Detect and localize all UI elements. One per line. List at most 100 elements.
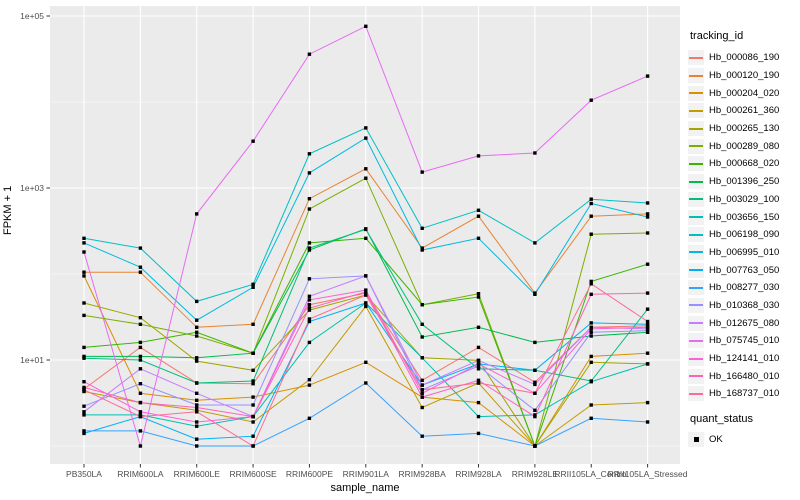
data-point xyxy=(195,405,199,410)
data-point xyxy=(476,362,481,366)
data-point xyxy=(82,270,86,274)
data-point xyxy=(82,250,86,254)
legend-key-line-icon xyxy=(689,216,703,219)
legend-key-swatch xyxy=(688,386,704,402)
data-point xyxy=(364,381,368,385)
data-point xyxy=(195,334,199,338)
data-point xyxy=(476,154,481,158)
legend-item: Hb_000668_020 xyxy=(688,155,800,173)
legend-item: Hb_000086_190 xyxy=(688,49,800,67)
data-point xyxy=(533,340,537,345)
legend-key-line-icon xyxy=(689,269,703,272)
legend-item: Hb_166480_010 xyxy=(688,367,800,385)
legend-key-swatch xyxy=(688,191,704,207)
data-point xyxy=(533,292,537,296)
legend-item: Hb_003029_100 xyxy=(688,191,800,209)
legend2-items: OK xyxy=(688,431,800,449)
data-point xyxy=(82,413,86,417)
data-point xyxy=(82,410,86,414)
y-tick-label: 1e+05 xyxy=(20,11,44,21)
data-point xyxy=(195,356,199,360)
data-point xyxy=(476,345,481,350)
data-point xyxy=(307,241,312,245)
data-point xyxy=(82,380,86,384)
data-point xyxy=(138,358,143,362)
data-point xyxy=(82,429,86,433)
data-point xyxy=(307,152,312,156)
data-point xyxy=(307,248,312,252)
legend-item-label: Hb_000289_080 xyxy=(709,140,780,152)
legend-item: Hb_012675_080 xyxy=(688,314,800,332)
legend-key-swatch xyxy=(688,368,704,384)
data-point xyxy=(138,410,143,414)
panel-background xyxy=(50,6,680,464)
data-point xyxy=(533,391,537,395)
data-point xyxy=(82,241,86,245)
legend-item: Hb_007763_050 xyxy=(688,261,800,279)
legend-item: Hb_000289_080 xyxy=(688,137,800,155)
data-point xyxy=(589,232,593,236)
data-point xyxy=(533,368,537,372)
data-point xyxy=(645,231,650,235)
data-point xyxy=(645,400,650,405)
legend-item: Hb_003656_150 xyxy=(688,208,800,226)
data-point xyxy=(533,382,537,387)
data-point xyxy=(589,214,593,218)
legend-key-line-icon xyxy=(689,392,703,395)
data-point xyxy=(364,126,368,130)
data-point xyxy=(307,383,312,387)
data-point xyxy=(307,378,312,382)
y-axis-title: FPKM + 1 xyxy=(2,185,14,235)
legend-key-line-icon xyxy=(689,322,703,325)
data-point xyxy=(364,24,368,28)
data-point xyxy=(420,170,424,174)
data-point xyxy=(476,367,481,371)
legend-title: tracking_id xyxy=(690,30,744,42)
data-point xyxy=(476,358,481,363)
legend-item: Hb_000261_360 xyxy=(688,102,800,120)
data-point xyxy=(307,207,312,211)
data-point xyxy=(364,274,368,278)
legend-key-line-icon xyxy=(689,375,703,378)
data-point xyxy=(82,354,86,359)
x-tick-label: RRIM928LE xyxy=(512,469,559,479)
legend-key-swatch xyxy=(688,297,704,313)
data-point xyxy=(533,444,537,448)
legend2-title: quant_status xyxy=(690,412,753,425)
data-point xyxy=(589,292,593,296)
legend-item-label: Hb_006198_090 xyxy=(709,229,780,241)
data-point xyxy=(251,420,255,424)
data-point xyxy=(476,378,481,382)
data-point xyxy=(589,330,593,334)
legend-key-swatch xyxy=(688,138,704,154)
x-axis-title: sample_name xyxy=(330,482,400,494)
data-point xyxy=(251,282,255,286)
legend-item-label: Hb_000120_190 xyxy=(709,70,780,82)
legend-key-line-icon xyxy=(689,233,703,236)
data-point xyxy=(251,351,255,355)
data-point xyxy=(645,362,650,366)
legend-item-label: Hb_000668_020 xyxy=(709,158,780,170)
legend-key-line-icon xyxy=(689,109,703,112)
legend: tracking_id Hb_000086_190 Hb_000120_190 Hb… xyxy=(688,30,800,448)
legend-key-swatch xyxy=(688,85,704,101)
data-point xyxy=(420,378,424,382)
legend-item: Hb_006995_010 xyxy=(688,244,800,262)
legend-key-swatch xyxy=(688,156,704,172)
data-point xyxy=(138,265,143,269)
data-point xyxy=(138,444,143,448)
legend-item-label: Hb_003656_150 xyxy=(709,211,780,223)
legend-item: Hb_008277_030 xyxy=(688,279,800,297)
legend-item-label: Hb_000086_190 xyxy=(709,52,780,64)
data-point xyxy=(476,295,481,299)
data-point xyxy=(82,345,86,350)
data-point xyxy=(364,176,368,180)
legend-item: Hb_006198_090 xyxy=(688,226,800,244)
legend-item-label: Hb_007763_050 xyxy=(709,264,780,276)
data-point xyxy=(251,139,255,143)
data-point xyxy=(420,322,424,326)
data-point xyxy=(138,354,143,359)
data-point xyxy=(476,431,481,436)
data-point xyxy=(307,52,312,56)
